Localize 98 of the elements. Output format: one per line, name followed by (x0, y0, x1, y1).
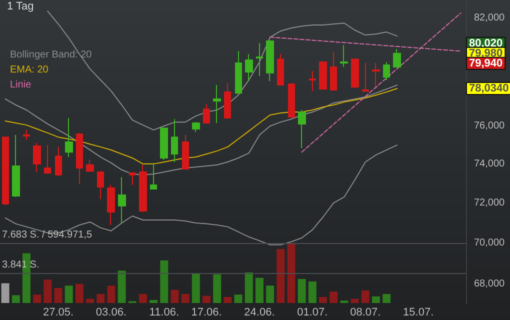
bar (54, 288, 62, 303)
candlestick (76, 132, 83, 185)
candlestick (12, 134, 20, 198)
bar (118, 270, 126, 303)
bar (202, 296, 211, 303)
candlestick (55, 146, 62, 176)
bar (372, 296, 380, 303)
line-series (47, 10, 398, 130)
candlestick (235, 50, 242, 94)
bar (330, 292, 338, 303)
bar (170, 290, 179, 303)
chart-subtitle: 1 Tag (7, 0, 34, 12)
ref-line-label: 7.683 S. / 594.971,5 (2, 230, 93, 240)
candlestick (23, 129, 30, 140)
bar (64, 286, 73, 303)
bar (86, 298, 94, 303)
x-tick-label: 15.07. (403, 306, 434, 318)
line-series (4, 144, 398, 246)
bar (319, 297, 328, 303)
candlestick (118, 176, 126, 224)
candlestick (160, 128, 168, 160)
candlestick (213, 84, 221, 124)
bar (75, 284, 84, 303)
candlestick (2, 136, 9, 206)
bar (107, 286, 116, 303)
candlestick (256, 42, 263, 76)
x-tick-label: 17.06. (191, 306, 222, 318)
bar (192, 273, 200, 303)
candlestick (372, 62, 380, 88)
candlestick (129, 172, 136, 186)
candlestick (33, 142, 41, 173)
text: Linie (10, 80, 32, 90)
candlestick (86, 159, 94, 173)
bar (308, 281, 316, 303)
candlestick (351, 58, 359, 88)
bar (255, 278, 264, 303)
x-tick-label: 01.07. (297, 306, 328, 318)
candlestick (44, 144, 51, 174)
candlestick (203, 104, 210, 124)
text: EMA: 20 (10, 64, 49, 76)
candlestick (340, 44, 348, 68)
candlestick (192, 122, 200, 133)
bar (44, 280, 52, 303)
bar (276, 249, 285, 303)
candlestick (266, 40, 274, 82)
candlestick (97, 170, 104, 200)
candlestick (107, 184, 115, 226)
bar (96, 294, 105, 303)
bar (234, 294, 242, 303)
x-tick-label: 11.06. (149, 306, 180, 318)
candlestick (150, 162, 157, 190)
line-series (4, 88, 398, 164)
candlestick (383, 61, 390, 80)
candlestick (65, 117, 73, 158)
candlestick (288, 83, 295, 118)
candlestick (309, 70, 316, 92)
candlestick (277, 54, 284, 86)
text: 79,940 (469, 57, 503, 70)
bar (12, 295, 20, 303)
text: 80,020 (469, 37, 503, 50)
bar (350, 298, 359, 303)
y-tick-label: 74,000 (474, 158, 506, 170)
series-label: Bollinger Band: 20 (10, 50, 92, 60)
candlestick (319, 61, 327, 90)
bar (287, 243, 296, 303)
candlestick (139, 164, 147, 213)
x-tick-label: 24.06. (244, 306, 275, 318)
bar (213, 274, 222, 303)
y-tick-label: 68,000 (474, 278, 506, 290)
bar (160, 260, 168, 303)
candlestick (224, 82, 231, 118)
bar (33, 294, 42, 303)
bar (382, 294, 391, 303)
candlestick (330, 51, 337, 90)
bar (244, 272, 253, 303)
candlestick (393, 48, 401, 68)
text: 78,0340 (469, 82, 509, 95)
bar (266, 286, 274, 303)
y-tick-label: 82,000 (474, 12, 506, 24)
candlestick (245, 54, 253, 82)
text: 79,980 (469, 47, 503, 60)
candlestick (182, 134, 189, 170)
candlestick (298, 110, 306, 149)
bar (1, 283, 10, 303)
bar (138, 294, 147, 303)
bar (181, 294, 190, 303)
y-tick-label: 76,000 (474, 120, 506, 132)
y-tick-label: 72,000 (474, 197, 506, 208)
bar (150, 300, 158, 303)
x-tick-label: 03.06. (96, 306, 126, 318)
x-tick-label: 27.05. (42, 306, 74, 318)
candlestick (362, 62, 369, 92)
bar (224, 297, 232, 303)
bar (361, 290, 370, 303)
y-tick-label: 70,000 (474, 237, 506, 248)
candlestick (171, 118, 178, 163)
bar (298, 279, 306, 303)
x-tick-label: 08.07. (350, 306, 381, 318)
